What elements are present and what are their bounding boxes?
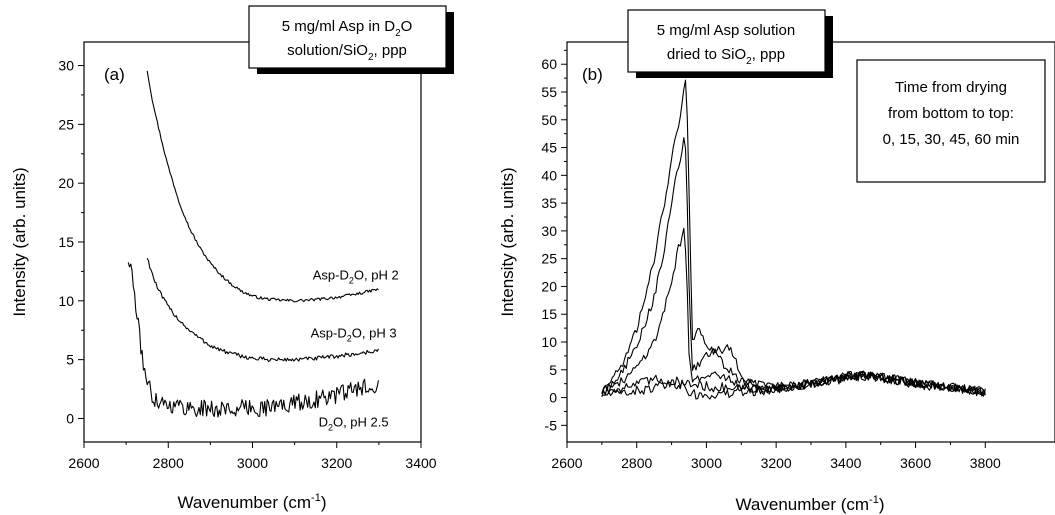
panel-a-x-tick-label: 3000 [237, 455, 268, 471]
panel-b-title-line1: 5 mg/ml Asp solution [657, 22, 795, 39]
panel-b-y-tick-label: 0 [549, 390, 557, 406]
panel-b-y-tick-label: 10 [541, 334, 557, 350]
panel-b-x-tick-label: 3800 [970, 455, 1001, 471]
panel-a-series-line [146, 257, 379, 362]
panel-b-x-axis-label-end: ) [879, 495, 885, 514]
panel-b-x-tick-label: 3200 [761, 455, 792, 471]
panel-b-y-tick-label: 40 [541, 167, 557, 183]
panel-a-title-line2: solution/SiO2, ppp [287, 42, 407, 63]
panel-b-y-tick-label: 25 [541, 251, 557, 267]
panel-a-series-line [146, 70, 379, 303]
panel-b-x-axis-label-sup: -1 [869, 494, 879, 506]
panel-b-series-line [601, 227, 986, 397]
panel-a-series-label: Asp-D2O, pH 3 [311, 325, 397, 343]
panel-a: 2600 2800 3000 3200 3400 0 5 10 15 20 25 30 Asp-D2O… [10, 5, 454, 512]
panel-a-y-tick-label: 25 [58, 116, 74, 132]
panel-b-x-tick-label: 3600 [900, 455, 931, 471]
panel-a-y-tick-label: 15 [58, 234, 74, 250]
panel-a-series-label: Asp-D2O, pH 2 [313, 268, 399, 286]
panel-a-x-tick-label: 2800 [153, 455, 184, 471]
panel-b-y-tick-label: 50 [541, 112, 557, 128]
panel-b-x-tick-label: 3400 [830, 455, 861, 471]
panel-a-y-tick-label: 5 [66, 352, 74, 368]
panel-b-y-tick-label: 35 [541, 195, 557, 211]
panel-b-series [601, 79, 986, 400]
panel-a-panel-label: (a) [104, 65, 125, 84]
panel-a-series: Asp-D2O, pH 2 Asp-D2O, pH 3 D2O, pH 2.5 [127, 70, 399, 433]
panel-b-legend-line1: Time from drying [895, 79, 1007, 96]
panel-b: 2600 2800 3000 3200 3400 3600 3800 -5 0 5 10 15 20 25… [498, 9, 1055, 514]
panel-b-y-tick-label: 60 [541, 56, 557, 72]
panel-b-y-tick-label: 45 [541, 140, 557, 156]
panel-b-legend-line2: from bottom to top: [888, 105, 1014, 122]
panel-b-y-tick-label: 20 [541, 278, 557, 294]
panel-a-y-tick-label: 10 [58, 293, 74, 309]
panel-a-x-tick-label: 3400 [405, 455, 436, 471]
panel-b-y-tick-label: 15 [541, 306, 557, 322]
panel-b-y-tick-label: 30 [541, 223, 557, 239]
panel-a-y-tick-label: 30 [58, 58, 74, 74]
panel-b-legend-line3: 0, 15, 30, 45, 60 min [883, 131, 1020, 148]
panel-b-x-tick-label: 3000 [691, 455, 722, 471]
panel-b-series-line [601, 79, 986, 396]
panel-b-x-tick-label: 2600 [551, 455, 582, 471]
panel-b-y-tick-label: 55 [541, 84, 557, 100]
panel-b-y-tick-label: 5 [549, 362, 557, 378]
panel-a-title-line1: 5 mg/ml Asp in D2O [282, 18, 413, 39]
panel-a-series-line [127, 262, 380, 418]
panel-a-y-axis-label: Intensity (arb. units) [10, 167, 29, 316]
panel-a-title-box: 5 mg/ml Asp in D2O solution/SiO2, ppp [248, 5, 454, 74]
panel-b-y-tick-label: -5 [545, 417, 558, 433]
panel-b-title-box: 5 mg/ml Asp solution dried to SiO2, ppp [627, 9, 833, 78]
panel-a-y-tick-label: 20 [58, 175, 74, 191]
panel-b-y-axis-label: Intensity (arb. units) [498, 167, 517, 316]
panel-b-title-line2: dried to SiO2, ppp [667, 46, 785, 67]
panel-a-x-tick-label: 2600 [68, 455, 99, 471]
panel-b-x-tick-label: 2800 [621, 455, 652, 471]
panel-a-plot-frame [83, 41, 422, 443]
panel-b-ticks: 2600 2800 3000 3200 3400 3600 3800 -5 0 5 10 15 20 25… [541, 49, 1001, 471]
panel-b-panel-label: (b) [582, 65, 603, 84]
panel-a-ticks: 2600 2800 3000 3200 3400 0 5 10 15 20 25 30 [58, 58, 436, 471]
panel-a-x-axis-label-sup: -1 [311, 492, 321, 504]
panel-b-x-axis-label: Wavenumber (cm-1) [736, 494, 885, 514]
panel-a-x-tick-label: 3200 [321, 455, 352, 471]
panel-a-y-tick-label: 0 [66, 410, 74, 426]
panel-a-x-axis-label: Wavenumber (cm-1) [178, 492, 327, 512]
panel-b-legend-box: Time from drying from bottom to top: 0, … [856, 59, 1046, 183]
panel-a-series-label: D2O, pH 2.5 [319, 415, 389, 433]
panel-a-x-axis-label-end: ) [321, 493, 327, 512]
